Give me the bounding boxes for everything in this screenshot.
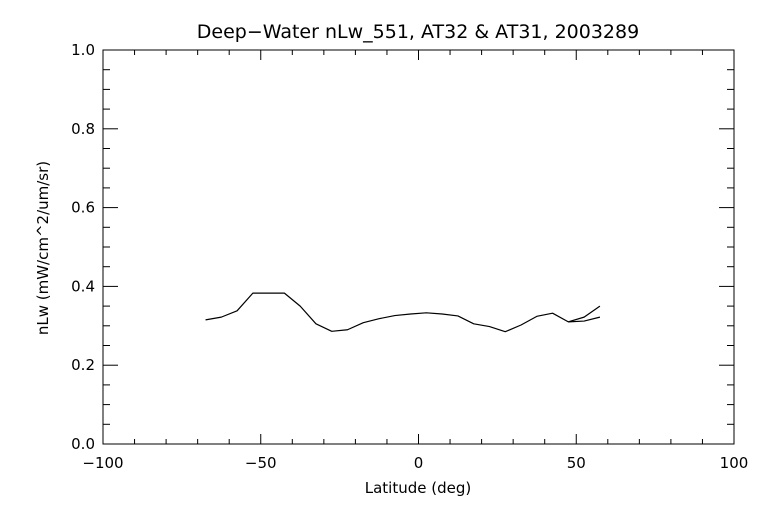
ticks-layer: −100 −50 0 50 100 0.0 0.2 0.4 0.6 0.8 1.0 [71, 41, 748, 472]
x-tick-label: −50 [245, 454, 277, 472]
y-tick-label: 0.8 [71, 120, 95, 138]
series-line-2 [568, 305, 601, 323]
chart-title: Deep−Water nLw_551, AT32 & AT31, 2003289 [197, 21, 639, 43]
y-tick-label: 1.0 [71, 41, 95, 59]
y-tick-label: 0.4 [71, 277, 95, 295]
lines-layer [205, 292, 601, 333]
x-tick-label: 100 [720, 454, 749, 472]
y-tick-label: 0.0 [71, 435, 95, 453]
plot-frame [102, 49, 735, 445]
y-axis-label: nLw (mW/cm^2/um/sr) [34, 161, 52, 335]
x-tick-label: 0 [414, 454, 424, 472]
y-tick-label: 0.6 [71, 199, 95, 217]
x-tick-label: 50 [567, 454, 586, 472]
x-tick-label: −100 [82, 454, 123, 472]
x-axis-label: Latitude (deg) [365, 479, 471, 497]
y-tick-label: 0.2 [71, 356, 95, 374]
series-line-1 [205, 292, 601, 333]
